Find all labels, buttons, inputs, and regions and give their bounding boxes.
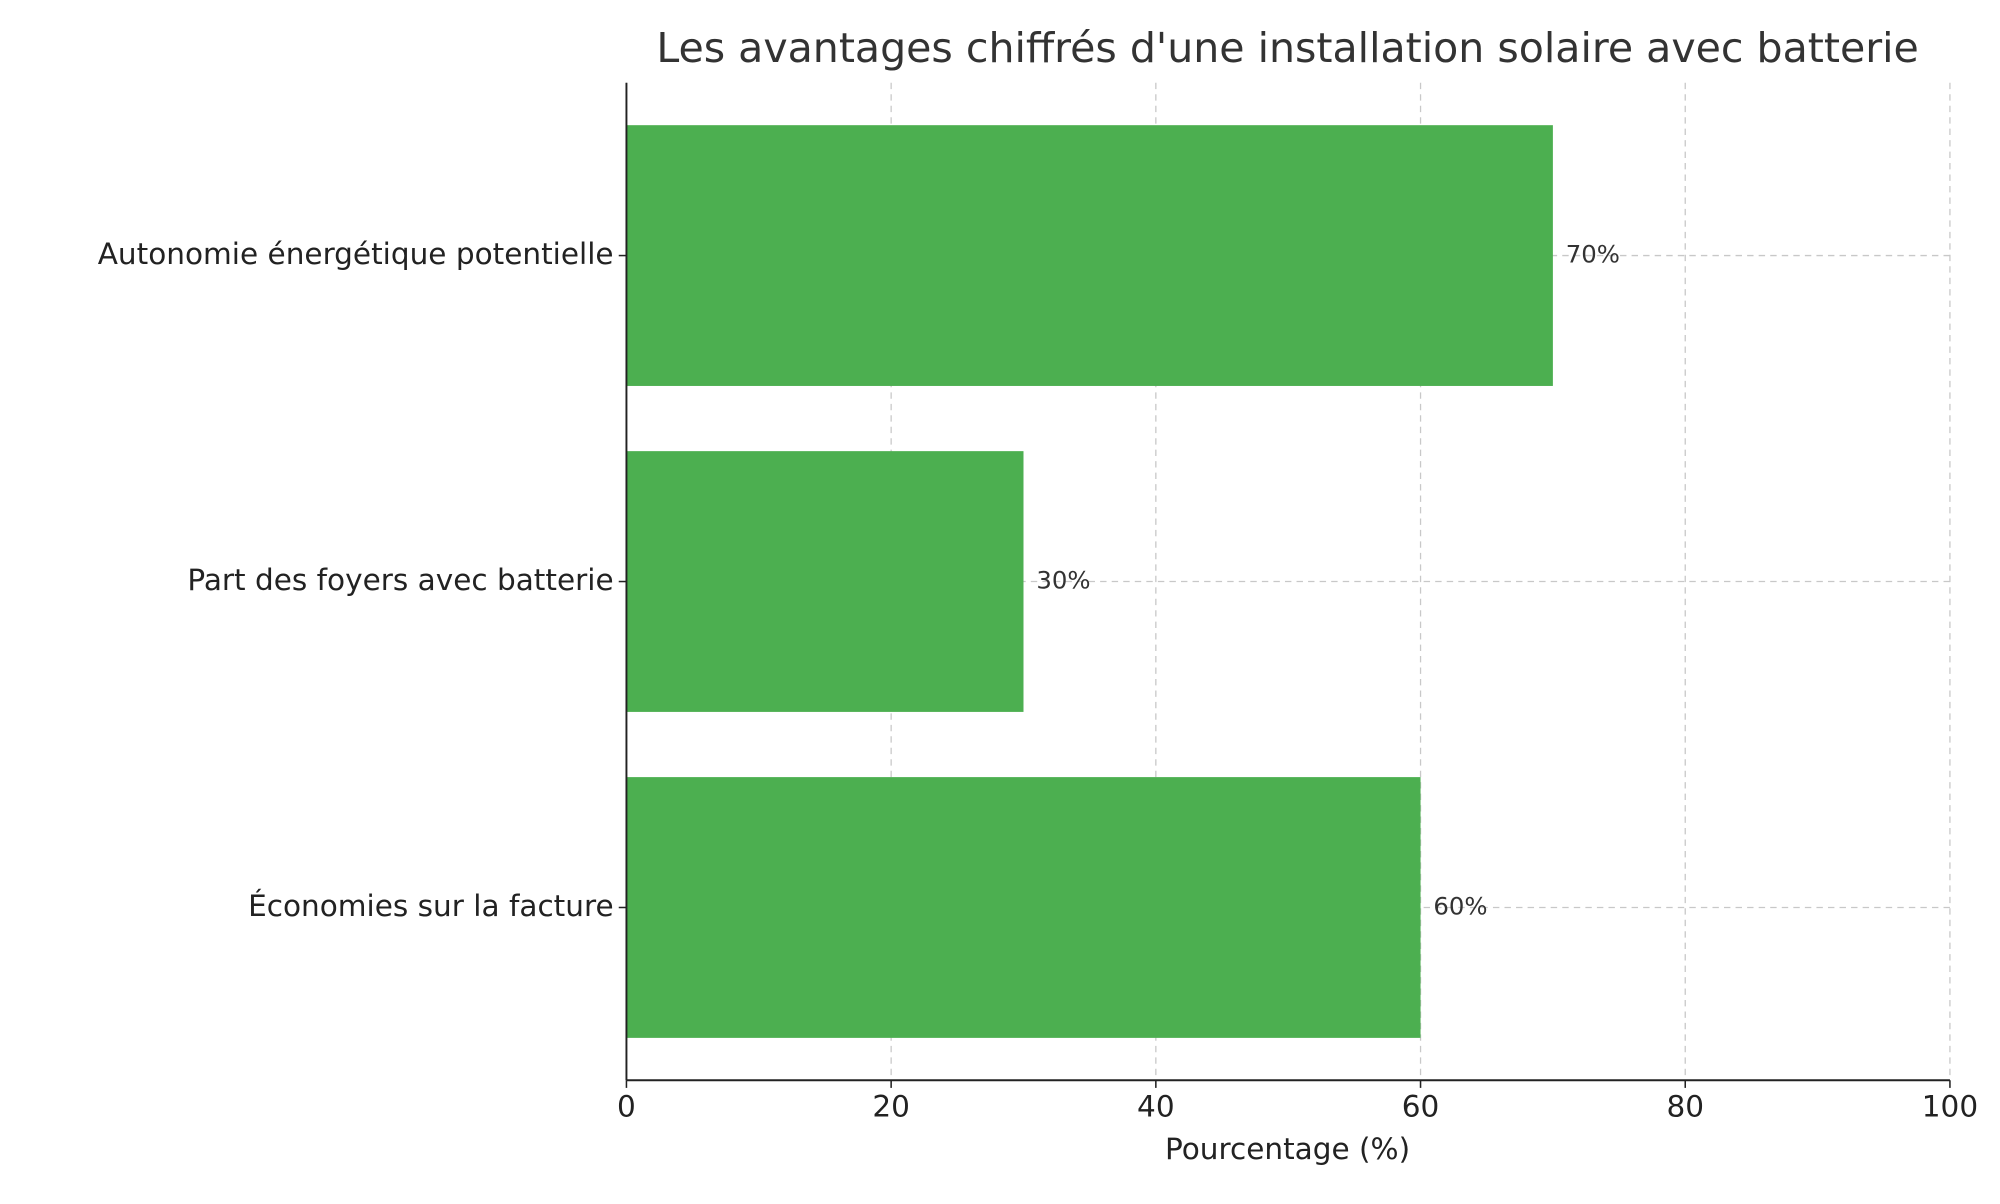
x-tick-label: 80: [1666, 1090, 1704, 1124]
bar: [626, 125, 1553, 386]
y-tick-label: Économies sur la facture: [248, 888, 614, 923]
chart-title: Les avantages chiffrés d'une installatio…: [656, 24, 1918, 72]
x-tick-label: 40: [1137, 1090, 1175, 1124]
value-label: 60%: [1433, 892, 1487, 921]
bar: [626, 451, 1024, 712]
y-tick-label: Autonomie énergétique potentielle: [98, 237, 614, 271]
y-tick-label: Part des foyers avec batterie: [187, 563, 613, 597]
bar: [626, 777, 1421, 1038]
value-label: 70%: [1566, 240, 1620, 269]
x-axis-label: Pourcentage (%): [1165, 1132, 1410, 1166]
x-tick-label: 60: [1402, 1090, 1440, 1124]
x-tick-label: 100: [1922, 1090, 1978, 1124]
x-tick-label: 20: [872, 1090, 910, 1124]
value-label: 30%: [1036, 566, 1090, 595]
x-tick-label: 0: [617, 1090, 636, 1124]
